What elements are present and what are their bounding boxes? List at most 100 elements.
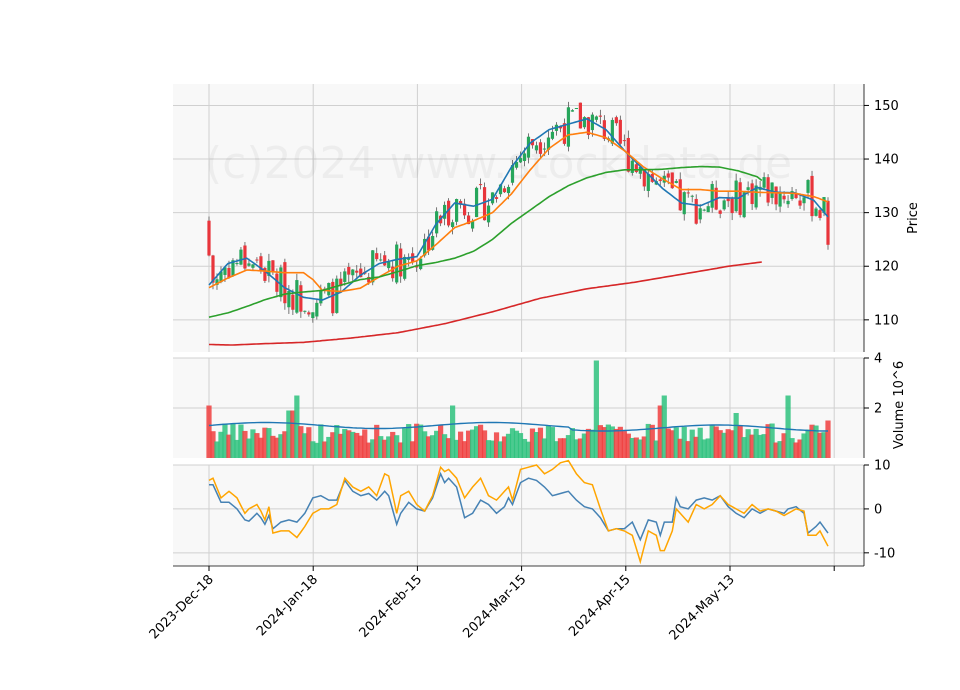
volume-bar-142 bbox=[773, 442, 779, 458]
volume-bar-111 bbox=[649, 424, 655, 458]
volume-bar-116 bbox=[669, 430, 675, 458]
volume-bar-47 bbox=[394, 435, 400, 458]
volume-bar-49 bbox=[402, 428, 408, 458]
candle-body-20 bbox=[287, 291, 291, 308]
candle-body-75 bbox=[506, 186, 511, 194]
candle-body-84 bbox=[542, 148, 547, 150]
candle-body-144 bbox=[782, 195, 786, 200]
volume-bar-72 bbox=[493, 432, 500, 458]
volume-bar-68 bbox=[477, 424, 484, 458]
candle-body-135 bbox=[746, 187, 750, 190]
candle-body-5 bbox=[227, 267, 231, 278]
candle-body-2 bbox=[215, 279, 219, 285]
candle-body-17 bbox=[275, 273, 279, 292]
volume-bar-113 bbox=[657, 405, 663, 458]
chart-panels bbox=[173, 84, 864, 566]
x-tick-label: 2024-Mar-15 bbox=[460, 572, 529, 641]
volume-bar-91 bbox=[569, 428, 576, 458]
volume-bar-149 bbox=[801, 433, 807, 458]
volume-bar-78 bbox=[517, 433, 524, 458]
volume-bar-98 bbox=[597, 425, 603, 458]
candle-body-137 bbox=[754, 185, 758, 208]
volume-bar-123 bbox=[697, 427, 703, 458]
volume-bar-102 bbox=[613, 428, 619, 458]
x-tick-label: 2023-Dec-18 bbox=[147, 572, 217, 642]
ma-line-3 bbox=[208, 165, 763, 318]
candle-body-146 bbox=[790, 191, 794, 199]
candle-body-92 bbox=[574, 108, 579, 110]
volume-bar-50 bbox=[406, 424, 412, 458]
volume-bar-61 bbox=[450, 405, 456, 458]
volume-bar-27 bbox=[314, 442, 320, 458]
candle-body-136 bbox=[750, 183, 754, 205]
volume-axis-label: Volume 10^6 bbox=[892, 361, 907, 449]
volume-bar-31 bbox=[330, 432, 336, 458]
candle-body-85 bbox=[546, 137, 551, 150]
candle-body-83 bbox=[538, 142, 543, 154]
volume-bar-131 bbox=[729, 430, 735, 458]
volume-bar-128 bbox=[717, 430, 723, 458]
volume-bar-18 bbox=[278, 434, 284, 458]
candle-body-19 bbox=[283, 262, 287, 304]
candle-body-1 bbox=[211, 255, 215, 283]
candle-body-48 bbox=[399, 248, 403, 277]
volume-bar-64 bbox=[461, 441, 468, 458]
candle-body-37 bbox=[355, 270, 359, 273]
volume-bar-48 bbox=[398, 442, 404, 458]
candle-body-74 bbox=[502, 188, 507, 193]
volume-bar-105 bbox=[625, 433, 631, 458]
volume-bar-83 bbox=[537, 427, 544, 458]
volume-bar-99 bbox=[601, 427, 607, 458]
volume-bar-0 bbox=[206, 405, 212, 458]
volume-bar-62 bbox=[454, 439, 460, 458]
candle-body-11 bbox=[251, 264, 255, 268]
volume-bar-9 bbox=[242, 430, 248, 458]
volume-bar-150 bbox=[805, 429, 811, 458]
candle-body-150 bbox=[806, 180, 810, 193]
volume-bar-22 bbox=[294, 395, 300, 458]
volume-bar-70 bbox=[485, 440, 492, 458]
candle-body-16 bbox=[271, 260, 275, 273]
x-tick-label: 2024-Jan-18 bbox=[254, 572, 321, 639]
volume-bar-80 bbox=[525, 441, 532, 458]
volume-bar-6 bbox=[230, 423, 236, 458]
candle-body-152 bbox=[814, 208, 818, 216]
x-tick-label: 2024-May-13 bbox=[667, 572, 738, 643]
volume-bar-90 bbox=[565, 435, 572, 458]
volume-bar-2 bbox=[214, 441, 220, 458]
volume-bar-108 bbox=[637, 439, 643, 458]
volume-bar-137 bbox=[753, 428, 759, 458]
candle-body-126 bbox=[710, 183, 714, 208]
price-tick-label: 110 bbox=[874, 313, 899, 328]
candle-body-69 bbox=[482, 187, 487, 221]
candle-body-147 bbox=[794, 193, 798, 199]
volume-bar-15 bbox=[266, 428, 272, 458]
candle-body-128 bbox=[718, 210, 722, 214]
osc-tick-label: 10 bbox=[874, 459, 891, 474]
candle-body-33 bbox=[339, 278, 343, 287]
volume-bar-148 bbox=[797, 439, 803, 458]
candle-body-8 bbox=[239, 249, 243, 265]
candle-body-40 bbox=[367, 276, 371, 283]
x-tick-label: 2024-Apr-15 bbox=[566, 572, 633, 639]
volume-bar-92 bbox=[573, 439, 580, 458]
oscillator-line-1 bbox=[209, 471, 829, 542]
candle-body-141 bbox=[770, 182, 774, 198]
volume-bar-52 bbox=[414, 423, 420, 458]
candle-body-91 bbox=[570, 110, 575, 112]
candle-body-67 bbox=[474, 187, 479, 218]
volume-bar-19 bbox=[282, 431, 288, 458]
volume-bar-106 bbox=[629, 437, 635, 458]
volume-bar-66 bbox=[469, 429, 476, 458]
volume-bar-124 bbox=[701, 439, 707, 458]
volume-bar-63 bbox=[457, 431, 464, 458]
volume-bar-126 bbox=[709, 425, 715, 458]
candle-body-0 bbox=[207, 220, 211, 256]
volume-bar-42 bbox=[374, 424, 380, 458]
moving-average-lines bbox=[208, 117, 829, 346]
candle-body-148 bbox=[798, 200, 802, 206]
volume-bar-35 bbox=[346, 430, 352, 458]
candle-body-133 bbox=[738, 182, 742, 215]
candle-body-103 bbox=[618, 119, 622, 144]
volume-bar-114 bbox=[661, 395, 667, 458]
